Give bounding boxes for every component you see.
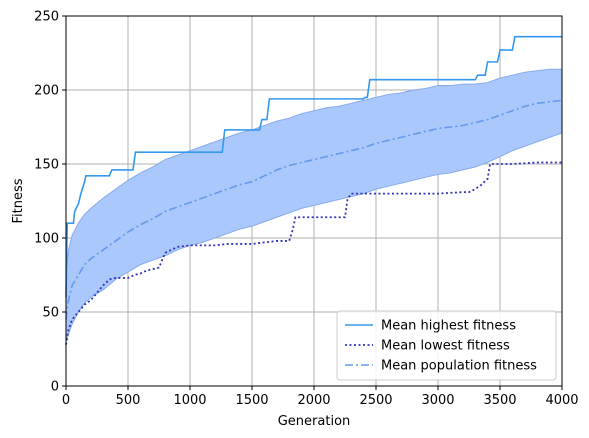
y-axis-label: Fitness bbox=[11, 178, 26, 223]
x-tick-label: 2500 bbox=[359, 393, 392, 408]
x-axis-ticks: 0 500 1000 1500 2000 2500 3000 3500 4000 bbox=[62, 386, 579, 408]
x-tick-label: 3000 bbox=[421, 393, 454, 408]
y-tick-label: 250 bbox=[34, 10, 59, 25]
legend-box bbox=[336, 310, 557, 381]
legend-label-highest: Mean highest fitness bbox=[381, 319, 516, 334]
y-tick-label: 200 bbox=[34, 84, 59, 99]
x-axis-label: Generation bbox=[278, 414, 351, 429]
y-tick-label: 100 bbox=[34, 232, 59, 247]
x-tick-label: 3500 bbox=[483, 393, 516, 408]
x-tick-label: 2000 bbox=[297, 393, 330, 408]
y-tick-label: 50 bbox=[42, 306, 59, 321]
series-line-highest bbox=[65, 35, 562, 298]
x-tick-label: 500 bbox=[116, 393, 141, 408]
series-line-population bbox=[65, 99, 563, 320]
series-line-lowest bbox=[65, 161, 562, 345]
legend-label-population: Mean population fitness bbox=[381, 359, 537, 374]
y-axis-ticks: 0 50 100 150 200 250 bbox=[34, 10, 66, 395]
x-tick-label: 1000 bbox=[173, 393, 206, 408]
legend-label-lowest: Mean lowest fitness bbox=[381, 339, 510, 354]
y-tick-label: 0 bbox=[51, 380, 59, 395]
legend: Mean highest fitness Mean lowest fitness M… bbox=[336, 310, 557, 381]
x-tick-label: 1500 bbox=[235, 393, 268, 408]
x-tick-label: 0 bbox=[62, 393, 70, 408]
series-lines bbox=[65, 35, 563, 345]
x-tick-label: 4000 bbox=[545, 393, 578, 408]
y-tick-label: 150 bbox=[34, 158, 59, 173]
